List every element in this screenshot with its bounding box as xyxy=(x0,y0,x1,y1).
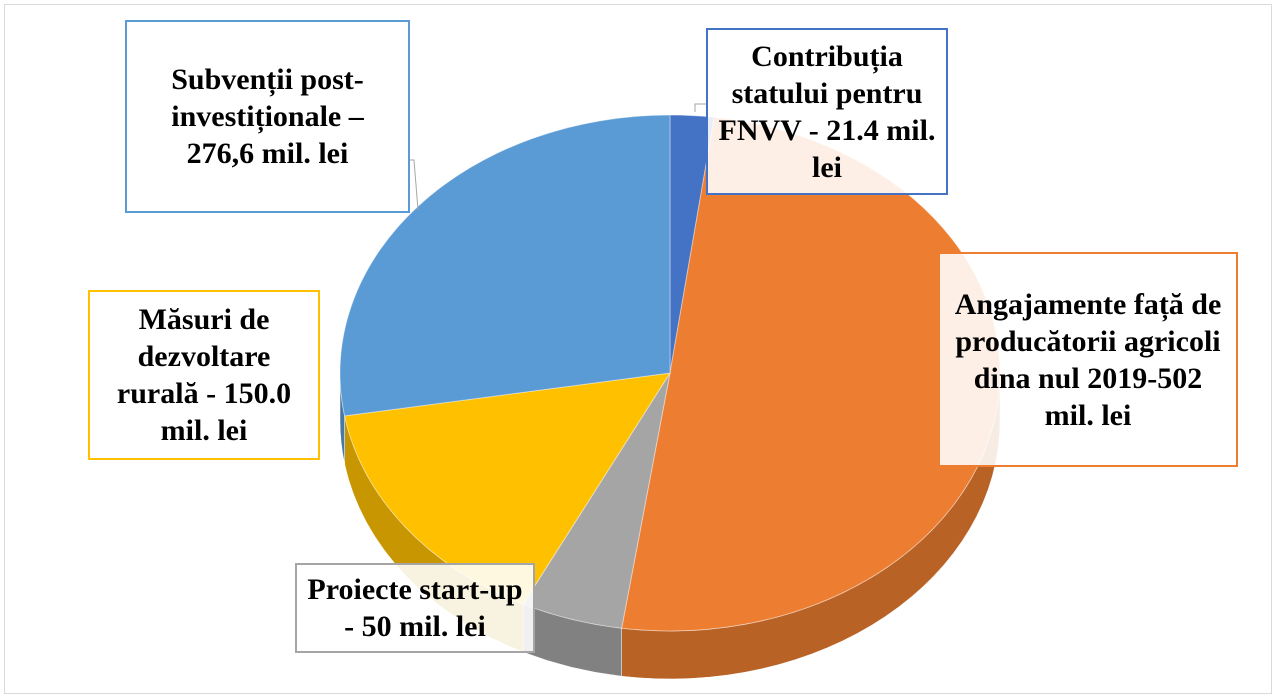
leader-line xyxy=(694,103,706,112)
chart-frame xyxy=(4,4,1272,694)
leader-line xyxy=(410,159,419,211)
data-label: Proiecte start-up - 50 mil. lei xyxy=(295,563,535,653)
data-label: Angajamente față de producătorii agricol… xyxy=(938,252,1238,467)
data-label: Contribuția statului pentru FNVV - 21.4 … xyxy=(706,28,948,195)
data-label: Măsuri de dezvoltare rurală - 150.0 mil.… xyxy=(88,290,320,460)
data-label: Subvenții post-investiționale – 276,6 mi… xyxy=(125,20,410,213)
